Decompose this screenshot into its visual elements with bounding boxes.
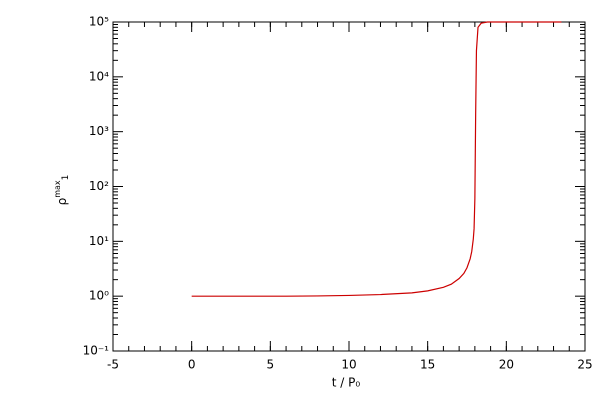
y-tick-label: 10⁵ [89,15,109,29]
x-tick-label: 25 [577,358,592,372]
y-label-base: ρ [55,198,69,206]
data-line [191,21,562,297]
y-axis-label: ρmax1 [53,175,71,206]
y-tick-label: 10¹ [89,234,109,248]
y-tick-label: 10² [89,179,109,193]
y-tick-label: 10⁰ [89,289,109,303]
x-tick-label: 0 [188,358,196,372]
x-tick-label: -5 [107,358,119,372]
x-tick-label: 20 [499,358,514,372]
y-tick-label: 10⁴ [89,69,109,83]
y-tick-label: 10⁻¹ [83,344,110,358]
x-tick-label: 15 [420,358,435,372]
plot-frame [112,21,586,352]
y-tick-label: 10³ [89,124,109,138]
y-label-sup: max [53,180,62,198]
y-label-sub: 1 [61,175,71,181]
x-tick-label: 5 [267,358,275,372]
x-axis-label: t / P₀ [332,376,361,390]
x-tick-label: 10 [341,358,356,372]
